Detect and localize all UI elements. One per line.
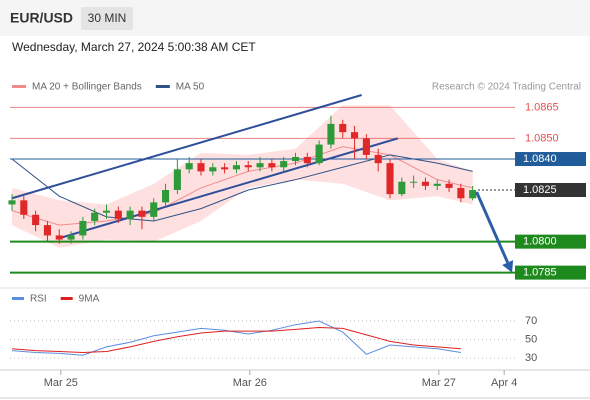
candle-body <box>386 163 394 195</box>
trendline <box>61 137 399 239</box>
candle-body <box>421 181 429 186</box>
candle-body <box>268 163 276 168</box>
symbol: EUR/USD <box>10 10 73 26</box>
y-tick-label: 30 <box>525 352 537 364</box>
x-tick-label: Mar 25 <box>44 377 78 389</box>
legend-swatch <box>60 297 73 300</box>
candle-body <box>173 169 181 190</box>
candle-body <box>327 123 335 145</box>
candle-body <box>67 235 75 240</box>
level-tag <box>515 183 586 197</box>
candle-body <box>433 183 441 186</box>
x-tick-label: Mar 27 <box>422 377 456 389</box>
legend-swatch <box>155 85 170 88</box>
level-tag <box>515 234 586 249</box>
trendline <box>11 94 362 200</box>
y-tick-label: 50 <box>525 333 537 345</box>
legend-swatch <box>12 297 24 300</box>
candle-body <box>469 190 477 199</box>
level-label: 1.0800 <box>523 236 557 248</box>
candle-body <box>339 123 347 133</box>
candle-body <box>79 220 87 236</box>
candle-body <box>244 165 252 168</box>
level-tag <box>515 152 586 167</box>
candle-body <box>32 214 40 226</box>
forecast-arrow <box>475 191 510 264</box>
source: Research © 2024 Trading Central <box>432 82 581 93</box>
level-label: 1.0840 <box>523 153 557 165</box>
candle-body <box>162 190 170 203</box>
level-tag <box>515 265 586 280</box>
candle-body <box>55 235 63 240</box>
candle-body <box>221 167 229 170</box>
candle-body <box>445 183 453 188</box>
legend-label: 9MA <box>79 294 100 305</box>
candle-body <box>150 202 158 217</box>
candle-body <box>8 200 16 205</box>
indicator-line <box>11 320 461 356</box>
y-tick-label: 70 <box>525 315 537 327</box>
x-tick-label: Mar 26 <box>233 377 267 389</box>
x-tick-label: Apr 4 <box>491 377 517 389</box>
level-label: 1.0850 <box>525 132 559 144</box>
moving-average <box>11 154 473 222</box>
legend-label: MA 20 + Bollinger Bands <box>32 82 142 93</box>
candle-body <box>351 132 359 139</box>
candle-body <box>91 212 99 221</box>
candle-body <box>291 156 300 162</box>
candle-body <box>20 200 28 215</box>
level-label: 1.0825 <box>523 184 557 196</box>
legend-label: RSI <box>30 294 47 305</box>
candle-body <box>280 161 288 168</box>
level-label: 1.0865 <box>525 101 559 113</box>
timestamp: Wednesday, March 27, 2024 5:00:38 AM CET <box>12 40 256 54</box>
forecast-arrow-head <box>502 260 514 273</box>
candle-body <box>457 187 465 199</box>
legend-swatch <box>12 85 26 88</box>
candle-body <box>232 165 240 170</box>
candle-body <box>114 210 122 219</box>
indicator-line <box>11 326 461 353</box>
candle-body <box>197 163 205 172</box>
candle-body <box>303 156 311 164</box>
candle-body <box>126 210 134 219</box>
candle-body <box>138 210 146 217</box>
legend-label: MA 50 <box>176 82 205 93</box>
level-label: 1.0785 <box>523 267 557 279</box>
candle-body <box>256 163 264 168</box>
timeframe: 30 MIN <box>88 11 127 25</box>
candle-body <box>410 181 418 183</box>
candle-body <box>102 210 111 213</box>
timeframe-box <box>81 7 133 30</box>
candle-body <box>315 144 323 164</box>
candle-body <box>374 154 382 164</box>
candle-body <box>185 163 193 170</box>
candle-body <box>43 225 51 236</box>
candle-body <box>362 138 370 155</box>
candle-body <box>209 167 217 172</box>
candle-body <box>398 181 406 195</box>
